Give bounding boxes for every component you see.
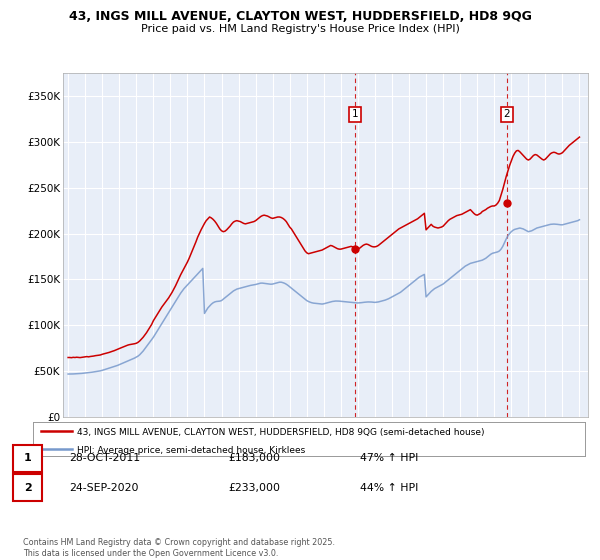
Text: 1: 1 <box>352 109 358 119</box>
Text: 43, INGS MILL AVENUE, CLAYTON WEST, HUDDERSFIELD, HD8 9QG (semi-detached house): 43, INGS MILL AVENUE, CLAYTON WEST, HUDD… <box>77 428 485 437</box>
Text: Price paid vs. HM Land Registry's House Price Index (HPI): Price paid vs. HM Land Registry's House … <box>140 24 460 34</box>
Text: 44% ↑ HPI: 44% ↑ HPI <box>360 483 418 493</box>
Text: HPI: Average price, semi-detached house, Kirklees: HPI: Average price, semi-detached house,… <box>77 446 305 455</box>
Text: 2: 2 <box>503 109 510 119</box>
Text: 28-OCT-2011: 28-OCT-2011 <box>69 453 140 463</box>
Text: 43, INGS MILL AVENUE, CLAYTON WEST, HUDDERSFIELD, HD8 9QG: 43, INGS MILL AVENUE, CLAYTON WEST, HUDD… <box>68 10 532 23</box>
Text: £233,000: £233,000 <box>228 483 280 493</box>
Text: 1: 1 <box>24 453 31 463</box>
Text: Contains HM Land Registry data © Crown copyright and database right 2025.
This d: Contains HM Land Registry data © Crown c… <box>23 538 335 558</box>
Text: 24-SEP-2020: 24-SEP-2020 <box>69 483 139 493</box>
Text: £183,000: £183,000 <box>228 453 280 463</box>
Text: 2: 2 <box>24 483 31 493</box>
Text: 47% ↑ HPI: 47% ↑ HPI <box>360 453 418 463</box>
